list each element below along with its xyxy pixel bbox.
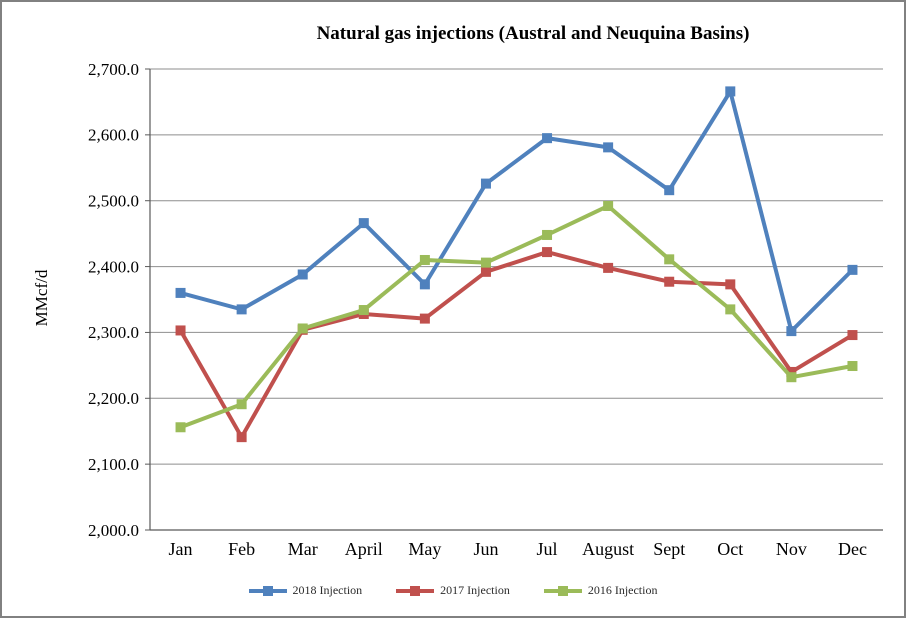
chart-title: Natural gas injections (Austral and Neuq… bbox=[316, 23, 750, 44]
x-tick-label: Jun bbox=[473, 539, 498, 559]
data-point-2018-injection-april bbox=[358, 218, 369, 229]
legend-label-2018-injection: 2018 Injection bbox=[292, 583, 363, 597]
y-tick-label: 2,400.0 bbox=[88, 257, 139, 276]
data-point-2016-injection-oct bbox=[725, 304, 736, 315]
data-point-2018-injection-jun bbox=[480, 178, 491, 189]
legend: 2018 Injection 2017 Injection 2016 Injecti… bbox=[2, 583, 904, 598]
data-point-2016-injection-sept bbox=[664, 254, 675, 265]
x-tick-label: Feb bbox=[228, 539, 255, 559]
series-line-2016-injection bbox=[178, 203, 855, 430]
data-point-2018-injection-jan bbox=[175, 287, 186, 298]
x-tick-label: Jan bbox=[169, 539, 193, 559]
legend-item-2018-injection: 2018 Injection bbox=[248, 583, 363, 598]
data-point-2018-injection-nov bbox=[786, 326, 797, 337]
x-tick-label: May bbox=[408, 539, 441, 559]
data-point-2017-injection-may bbox=[419, 313, 430, 324]
data-point-2016-injection-nov bbox=[786, 372, 797, 383]
data-point-2017-injection-jun bbox=[480, 266, 491, 277]
data-point-2018-injection-august bbox=[603, 142, 614, 153]
data-point-2018-injection-sept bbox=[664, 185, 675, 196]
data-point-2017-injection-oct bbox=[725, 279, 736, 290]
y-tick-label: 2,000.0 bbox=[88, 521, 139, 540]
y-tick-label: 2,100.0 bbox=[88, 455, 139, 474]
x-tick-label: April bbox=[345, 539, 383, 559]
data-point-2017-injection-feb bbox=[236, 432, 247, 443]
data-point-2017-injection-august bbox=[603, 262, 614, 273]
x-tick-label: Mar bbox=[288, 539, 318, 559]
data-point-2016-injection-jun bbox=[480, 257, 491, 268]
data-point-2018-injection-mar bbox=[297, 269, 308, 280]
data-point-2018-injection-feb bbox=[236, 304, 247, 315]
series-line-2017-injection bbox=[178, 250, 855, 440]
data-point-2016-injection-april bbox=[358, 305, 369, 316]
data-point-2016-injection-august bbox=[603, 200, 614, 211]
data-point-2018-injection-may bbox=[419, 279, 430, 290]
data-point-2017-injection-sept bbox=[664, 276, 675, 287]
legend-label-2016-injection: 2016 Injection bbox=[587, 583, 658, 597]
legend-label-2017-injection: 2017 Injection bbox=[440, 583, 510, 597]
y-tick-label: 2,700.0 bbox=[88, 60, 139, 79]
data-point-2016-injection-jan bbox=[175, 422, 186, 433]
data-point-2017-injection-dec bbox=[847, 330, 858, 341]
legend-marker-icon bbox=[410, 585, 421, 596]
data-point-2016-injection-feb bbox=[236, 399, 247, 410]
data-point-2018-injection-jul bbox=[542, 133, 553, 144]
data-point-2016-injection-jul bbox=[542, 229, 553, 240]
data-point-2018-injection-dec bbox=[847, 264, 858, 275]
data-point-2016-injection-may bbox=[419, 254, 430, 265]
data-point-2017-injection-jul bbox=[542, 247, 553, 258]
y-axis-title: MMcf/d bbox=[32, 269, 51, 327]
x-tick-label: August bbox=[582, 539, 634, 559]
legend-item-2016-injection: 2016 Injection bbox=[543, 583, 658, 598]
legend-swatch-2017-injection bbox=[396, 585, 435, 596]
y-tick-label: 2,500.0 bbox=[88, 191, 139, 210]
data-point-2018-injection-oct bbox=[725, 86, 736, 97]
data-point-2017-injection-nov bbox=[786, 366, 797, 377]
x-tick-label: Jul bbox=[537, 539, 558, 559]
x-tick-label: Oct bbox=[717, 539, 743, 559]
x-tick-label: Dec bbox=[838, 539, 867, 559]
y-tick-label: 2,300.0 bbox=[88, 323, 139, 342]
legend-item-2017-injection: 2017 Injection bbox=[396, 583, 510, 598]
legend-marker-icon bbox=[262, 585, 273, 596]
series-line-2018-injection bbox=[178, 89, 855, 334]
legend-marker-icon bbox=[557, 585, 568, 596]
data-point-2016-injection-dec bbox=[847, 361, 858, 372]
legend-swatch-2018-injection bbox=[248, 585, 287, 596]
x-tick-label: Sept bbox=[653, 539, 685, 559]
y-tick-label: 2,200.0 bbox=[88, 389, 139, 408]
x-tick-label: Nov bbox=[776, 539, 807, 559]
legend-swatch-2016-injection bbox=[543, 585, 582, 596]
y-tick-label: 2,600.0 bbox=[88, 126, 139, 145]
data-point-2017-injection-jan bbox=[175, 325, 186, 336]
data-point-2016-injection-mar bbox=[297, 323, 308, 334]
